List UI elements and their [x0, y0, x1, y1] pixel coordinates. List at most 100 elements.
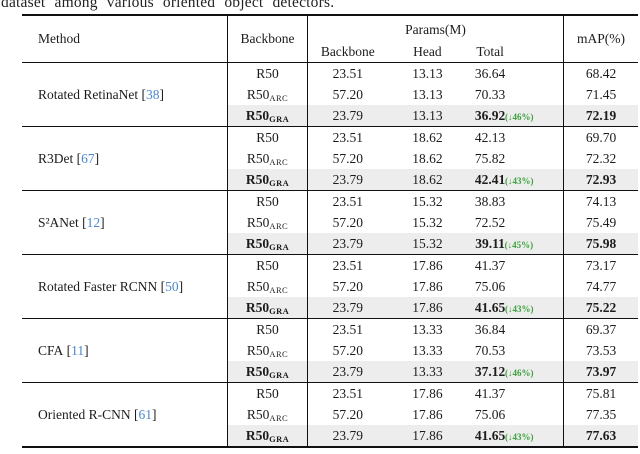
table-row: R50 GRA 23.79 13.33 37.12 (↓46%) 73.97 — [228, 361, 638, 382]
map-value: 73.97 — [564, 361, 638, 382]
backbone-cell: R50 ARC — [228, 84, 308, 105]
map-value: 75.49 — [585, 214, 617, 230]
params-total-value: 41.37 — [474, 385, 506, 401]
params-cell: 23.79 17.86 41.65 (↓43%) — [308, 425, 564, 446]
table-row: R50 23.51 13.33 36.84 69.37 — [228, 319, 638, 340]
cite-close-bracket: ] — [159, 86, 164, 102]
params-total-value: 70.53 — [474, 342, 506, 358]
params-total-wrap: 36.92 (↓46%) — [475, 108, 534, 124]
results-table: Method Backbone Params(M) Backbone Head … — [22, 14, 638, 448]
params-cell: 57.20 17.86 75.06 — [308, 276, 564, 297]
params-total-cell: 36.92 (↓46%) — [467, 108, 563, 124]
params-total-cell: 37.12 (↓46%) — [467, 364, 563, 380]
params-cell: 23.51 13.13 36.64 — [308, 63, 564, 84]
table-row: R50 23.51 18.62 42.13 69.70 — [228, 127, 638, 148]
params-total-value: 72.52 — [474, 214, 506, 230]
params-cell: 23.51 15.32 38.83 — [308, 191, 564, 212]
map-value: 71.45 — [585, 86, 617, 102]
citation-link[interactable]: 50 — [165, 278, 179, 294]
params-backbone-value: 57.20 — [332, 214, 363, 230]
group-rows: R50 23.51 15.32 38.83 74.13 R50 ARC 57.20 15.32 7… — [228, 191, 638, 254]
citation-link[interactable]: 67 — [81, 150, 95, 166]
params-total-wrap: 75.06 — [475, 407, 505, 423]
backbone-cell: R50 GRA — [228, 169, 308, 190]
params-backbone-value: 23.51 — [332, 193, 363, 209]
table-row: R50 ARC 57.20 13.33 70.53 73.53 — [228, 340, 638, 361]
map-value: 77.35 — [585, 406, 617, 422]
params-backbone-value: 57.20 — [332, 342, 363, 358]
backbone-variant-subscript: GRA — [269, 241, 290, 252]
params-head-value: 17.86 — [412, 278, 443, 294]
params-total-cell: 41.65 (↓43%) — [467, 428, 563, 444]
table-row: R50 ARC 57.20 18.62 75.82 72.32 — [228, 148, 638, 169]
header-params-head: Head — [413, 43, 442, 59]
params-total-value: 42.13 — [474, 129, 506, 145]
cite-open-bracket: [ — [141, 86, 146, 102]
params-total-cell: 42.41 (↓43%) — [467, 172, 563, 188]
backbone-cell: R50 — [228, 191, 308, 212]
method-group: S²ANet [12] R50 23.51 15.32 38.83 74.13 R50 ARC… — [22, 191, 638, 255]
params-head-value: 17.86 — [412, 257, 443, 273]
params-cell: 23.51 17.86 41.37 — [308, 383, 564, 404]
params-head-value: 18.62 — [412, 150, 443, 166]
params-total-value: 41.37 — [474, 257, 506, 273]
backbone-cell: R50 — [228, 127, 308, 148]
params-total-value: 75.06 — [474, 406, 506, 422]
citation-link[interactable]: 12 — [86, 214, 101, 230]
table-row: R50 ARC 57.20 13.13 70.33 71.45 — [228, 84, 638, 105]
table-row: R50 GRA 23.79 15.32 39.11 (↓45%) 75.98 — [228, 233, 638, 254]
params-backbone-value: 23.79 — [332, 299, 363, 315]
map-value: 72.19 — [564, 105, 638, 126]
params-total-wrap: 72.52 — [475, 215, 505, 231]
backbone-cell: R50 ARC — [228, 148, 308, 169]
cite-open-bracket: [ — [66, 342, 72, 358]
params-total-value: 75.82 — [474, 150, 506, 166]
params-total-value: 41.65 — [474, 427, 506, 443]
params-cell: 23.79 13.13 36.92 (↓46%) — [308, 105, 564, 126]
params-total-value: 36.84 — [474, 321, 506, 337]
params-backbone-value: 57.20 — [332, 406, 363, 422]
params-total-value: 36.64 — [474, 65, 506, 81]
backbone-variant-subscript: ARC — [269, 92, 289, 103]
params-total-cell: 41.37 — [467, 386, 563, 402]
header-params-backbone: Backbone — [320, 43, 375, 59]
cite-close-bracket: ] — [84, 342, 89, 358]
method-name: CFA — [38, 342, 64, 358]
citation-link[interactable]: 11 — [71, 342, 85, 358]
params-head-value: 15.32 — [412, 235, 443, 251]
group-rows: R50 23.51 13.33 36.84 69.37 R50 ARC 57.20 13.33 7… — [228, 319, 638, 382]
method-name: Oriented R-CNN — [38, 406, 131, 422]
header-params-total: Total — [476, 43, 504, 59]
params-head-value: 15.32 — [412, 193, 443, 209]
params-backbone-value: 23.79 — [332, 235, 363, 251]
backbone-variant-subscript: GRA — [269, 113, 290, 124]
params-total-value: 75.06 — [474, 278, 506, 294]
params-head-value: 13.33 — [412, 321, 443, 337]
params-cell: 23.79 18.62 42.41 (↓43%) — [308, 169, 564, 190]
backbone-variant-name: R50 — [256, 129, 279, 145]
backbone-cell: R50 GRA — [228, 233, 308, 254]
citation-link[interactable]: 61 — [138, 406, 152, 422]
params-total-cell: 75.82 — [467, 151, 563, 167]
params-head-value: 17.86 — [412, 299, 443, 315]
table-row: R50 GRA 23.79 18.62 42.41 (↓43%) 72.93 — [228, 169, 638, 190]
params-total-value: 42.41 — [474, 171, 506, 187]
method-group: CFA [11] R50 23.51 13.33 36.84 69.37 R50 ARC 57.… — [22, 319, 638, 383]
params-total-wrap: 39.11 (↓45%) — [475, 236, 533, 252]
citation-link[interactable]: 38 — [145, 86, 160, 102]
params-backbone-value: 23.79 — [332, 427, 363, 443]
params-cell: 23.79 15.32 39.11 (↓45%) — [308, 233, 564, 254]
params-total-cell: 38.83 — [467, 194, 563, 210]
backbone-variant-subscript: GRA — [269, 369, 290, 380]
params-total-wrap: 70.53 — [475, 343, 505, 359]
map-value: 75.98 — [564, 233, 638, 254]
params-reduction-note: (↓46%) — [504, 112, 534, 123]
backbone-variant-subscript: ARC — [269, 156, 289, 167]
params-head-value: 13.33 — [412, 342, 443, 358]
cite-open-bracket: [ — [76, 150, 82, 166]
params-head-value: 13.13 — [412, 86, 443, 102]
map-value: 77.63 — [564, 425, 638, 446]
params-cell: 23.51 13.33 36.84 — [308, 319, 564, 340]
backbone-variant-name: R50 — [256, 193, 279, 209]
map-value: 73.17 — [585, 257, 617, 273]
